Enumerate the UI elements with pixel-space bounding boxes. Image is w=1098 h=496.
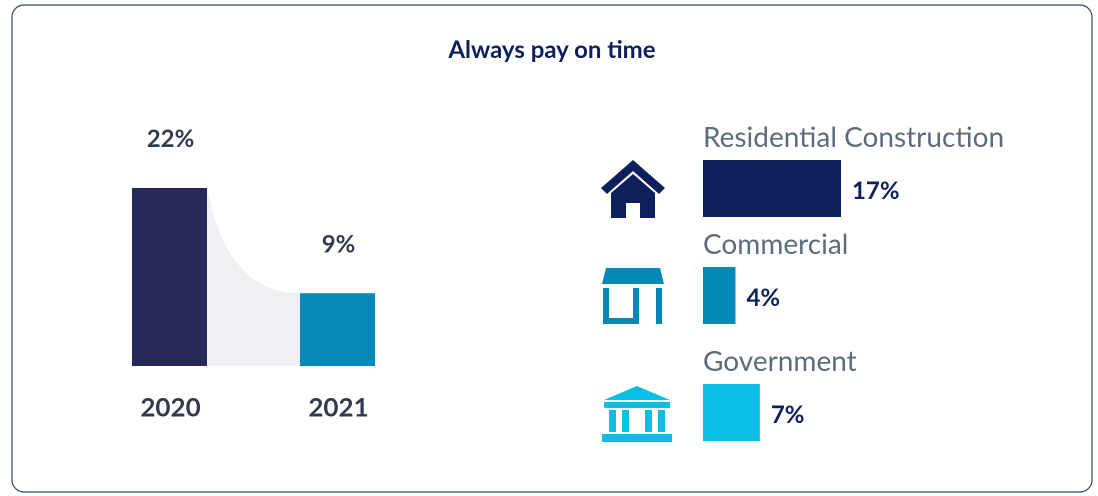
category-label: Commercial [703, 226, 848, 260]
title: Always pay on time [447, 35, 655, 64]
connector-area [207, 188, 300, 366]
government-icon [602, 386, 672, 442]
card [11, 4, 1093, 493]
value-label: 17% [852, 176, 900, 205]
bar [300, 293, 375, 366]
bar [132, 188, 207, 366]
category-label: 2021 [308, 391, 368, 423]
value-label: 4% [746, 283, 780, 312]
value-label: 9% [322, 229, 356, 258]
value-label: 22% [147, 124, 195, 153]
category-label: 2020 [140, 391, 200, 423]
category-label: Residential Construction [703, 119, 1004, 153]
shop-icon [602, 268, 664, 324]
bar [703, 160, 841, 217]
category-label: Government [703, 343, 857, 377]
bar [703, 384, 760, 441]
house-icon [601, 160, 665, 218]
value-label: 7% [771, 400, 805, 429]
bar [703, 267, 736, 324]
